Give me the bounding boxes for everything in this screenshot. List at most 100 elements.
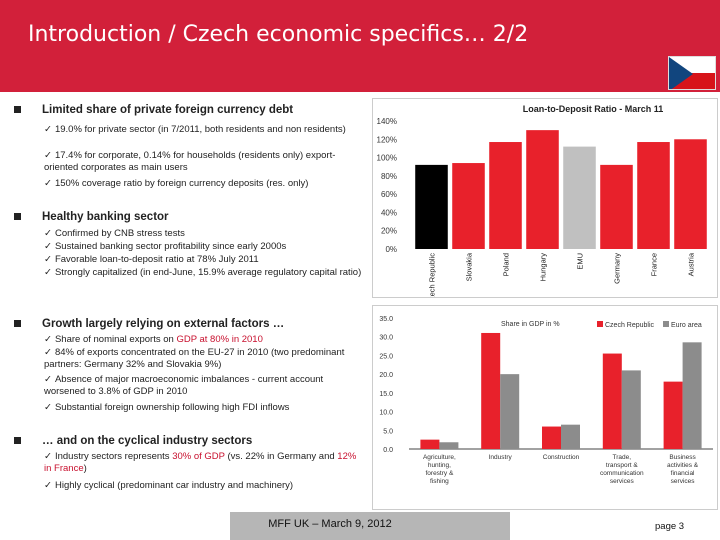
y-tick-label: 30.0 [379,335,393,342]
check-icon: ✓ [44,267,52,278]
check-icon: ✓ [44,124,52,135]
chart-title: Share in GDP in % [501,321,560,328]
bar-czech-republic [663,381,683,449]
legend-swatch [597,321,603,327]
x-tick-label: forestry & [425,470,453,477]
sub-item: ✓ Substantial foreign ownership following… [44,402,290,413]
y-tick-label: 20.0 [379,372,393,379]
x-tick-label: financial [671,470,695,477]
y-tick-label: 10.0 [379,410,393,417]
y-tick-label: 0% [385,245,397,254]
x-tick-label: Agriculture, [423,454,456,461]
bar-slovakia [452,163,485,249]
x-tick-label: hunting, [428,462,451,469]
x-tick-label: activities & [667,462,699,469]
footer-text: MFF UK – March 9, 2012 [268,518,392,530]
bullet-marker [14,320,21,327]
bar-euro-area [561,424,580,449]
gdp-share-chart-svg: 0.0 5.0 10.0 15.0 20.0 25.0 30.0 35.0 Share in G… [379,316,713,485]
x-tick-label: Austria [687,252,696,276]
section-heading: … and on the cyclical industry sectors [42,435,253,447]
x-tick-label: Slovakia [465,252,474,281]
x-tick-label: Construction [543,454,580,461]
y-tick-label: 15.0 [379,391,393,398]
x-tick-label: Czech Republic [428,253,437,297]
page-number: page 3 [655,521,685,532]
check-icon: ✓ [44,480,52,491]
footer-bar [230,512,510,540]
bar-czech-republic [542,426,561,449]
bar-czech-republic [420,439,440,449]
y-tick-label: 100% [377,154,397,163]
check-icon: ✓ [44,451,52,462]
legend-label: Czech Republic [605,322,655,329]
sub-item: ✓ Strongly capitalized (in end-June, 15.9… [44,267,362,278]
sub-item: ✓ Industry sectors represents 30% of GDP … [44,451,357,474]
page-title: Introduction / Czech economic specifics…… [28,22,529,47]
x-tick-label: Industry [489,454,513,461]
check-icon: ✓ [44,402,52,413]
y-tick-label: 60% [381,190,397,199]
x-tick-label: Germany [613,253,622,284]
bar-euro-area [439,442,459,449]
sub-item: ✓ 150% coverage ratio by foreign currency… [44,178,309,189]
bar-czech-republic [602,353,622,449]
bar-hungary [526,130,559,249]
legend-label: Euro area [671,322,702,329]
czech-flag-icon [668,56,716,90]
legend-swatch [663,321,669,327]
bar-euro-area [621,370,641,449]
bar-euro-area [682,342,702,449]
y-tick-label: 5.0 [383,428,393,435]
bar-poland [489,142,522,249]
bullet-marker [14,106,21,113]
y-tick-label: 140% [377,117,397,126]
check-icon: ✓ [44,347,52,358]
sub-item: ✓ Share of nominal exports on GDP at 80% … [44,334,263,345]
y-tick-label: 40% [381,208,397,217]
check-icon: ✓ [44,334,52,345]
x-tick-label: communication [600,470,644,477]
x-tick-label: EMU [576,253,585,270]
section-heading: Growth largely relying on external facto… [42,318,285,330]
y-tick-label: 120% [377,135,397,144]
bullet-marker [14,437,21,444]
section-heading: Limited share of private foreign currenc… [42,104,294,116]
x-tick-label: Poland [502,253,511,276]
bar-austria [674,139,707,249]
sub-item: ✓ 17.4% for corporate, 0.14% for househol… [44,150,336,173]
sub-item: ✓ 84% of exports concentrated on the EU-2… [44,347,345,370]
check-icon: ✓ [44,241,52,252]
y-tick-label: 20% [381,227,397,236]
x-tick-label: fishing [430,478,449,485]
loan-deposit-chart-svg: Loan-to-Deposit Ratio - March 11 0% 20% 40%… [377,104,707,306]
sub-item: ✓ Favorable loan-to-deposit ratio at 78% … [44,254,259,265]
loan-deposit-chart: Loan-to-Deposit Ratio - March 11 0% 20% 40%… [372,98,718,306]
footer: MFF UK – March 9, 2012 page 3 [0,512,720,540]
sub-item: ✓ Absence of major macroeconomic imbalanc… [44,374,324,397]
bar-france [637,142,670,249]
x-tick-label: services [610,478,635,485]
sub-item: ✓ Highly cyclical (predominant car indust… [44,480,294,491]
bullet-marker [14,213,21,220]
bar-euro-area [500,374,520,449]
y-tick-label: 80% [381,172,397,181]
check-icon: ✓ [44,150,52,161]
check-icon: ✓ [44,254,52,265]
sub-item: ✓ Confirmed by CNB stress tests [44,228,185,239]
y-tick-label: 0.0 [383,447,393,454]
x-tick-label: France [650,253,659,276]
check-icon: ✓ [44,374,52,385]
y-tick-label: 35.0 [379,316,393,323]
x-tick-label: Business [669,454,696,461]
header-bar: Introduction / Czech economic specifics…… [0,0,720,92]
y-tick-label: 25.0 [379,353,393,360]
bar-czech-republic [415,164,448,249]
chart-title: Loan-to-Deposit Ratio - March 11 [523,104,664,114]
check-icon: ✓ [44,228,52,239]
check-icon: ✓ [44,178,52,189]
bar-germany [600,164,633,249]
sub-item: ✓ 19.0% for private sector (in 7/2011, bo… [44,124,346,135]
bar-czech-republic [481,332,501,449]
x-tick-label: transport & [606,462,638,469]
